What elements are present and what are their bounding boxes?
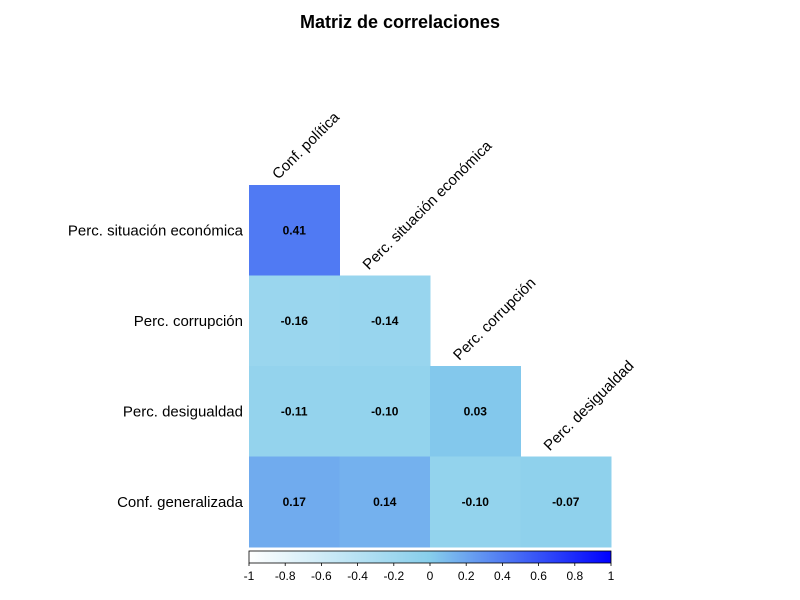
colorbar-tick-label: 0 (427, 569, 434, 583)
heatmap-cells: 0.41 -0.16 -0.14 -0.11 -0.10 0.03 0.17 0.14 -0.1… (249, 185, 612, 548)
column-label: Perc. corrupción (450, 275, 539, 364)
cell-value-label: -0.10 (462, 495, 490, 509)
colorbar-tick-label: 0.8 (566, 569, 583, 583)
row-labels: Perc. situación económica Perc. corrupció… (68, 222, 244, 511)
colorbar-tick-label: -0.8 (275, 569, 296, 583)
column-label: Conf. política (269, 108, 343, 182)
row-label: Perc. corrupción (134, 313, 243, 330)
colorbar-tick-label: -0.2 (383, 569, 404, 583)
column-label: Perc. desigualdad (541, 357, 638, 454)
cell-value-label: 0.17 (283, 495, 307, 509)
heatmap-cell (339, 366, 431, 457)
heatmap-cell (520, 456, 612, 548)
cell-value-label: -0.11 (281, 404, 308, 418)
row-label: Conf. generalizada (117, 494, 244, 511)
heatmap-cell (430, 456, 521, 548)
colorbar-tick-label: -1 (244, 569, 255, 583)
heatmap-cell (249, 456, 340, 548)
heatmap-cell (249, 185, 340, 276)
cell-value-label: -0.07 (552, 495, 580, 509)
heatmap-cell (249, 366, 340, 457)
row-label: Perc. situación económica (68, 222, 244, 239)
cell-value-label: 0.41 (283, 223, 307, 237)
cell-value-label: -0.14 (371, 314, 399, 328)
heatmap-cell (339, 275, 431, 367)
colorbar-gradient (248, 550, 612, 564)
heatmap-cell (339, 456, 431, 548)
colorbar-tick-label: 0.2 (458, 569, 475, 583)
colorbar-tick-label: 0.4 (494, 569, 511, 583)
cell-value-label: 0.14 (373, 495, 397, 509)
chart-title: Matriz de correlaciones (300, 12, 500, 32)
colorbar-tick-label: 0.6 (530, 569, 547, 583)
heatmap-cell (249, 275, 340, 367)
row-label: Perc. desigualdad (123, 403, 243, 420)
cell-value-label: 0.03 (464, 404, 488, 418)
colorbar: -1 -0.8 -0.6 -0.4 -0.2 0 0.2 0.4 0.6 0.8 1 (244, 550, 615, 583)
colorbar-tick-label: -0.6 (311, 569, 332, 583)
heatmap-cell (430, 366, 521, 457)
colorbar-tick-label: 1 (608, 569, 615, 583)
cell-value-label: -0.10 (371, 404, 399, 418)
colorbar-tick-label: -0.4 (347, 569, 368, 583)
cell-value-label: -0.16 (281, 314, 309, 328)
column-label: Perc. situación económica (360, 137, 496, 273)
